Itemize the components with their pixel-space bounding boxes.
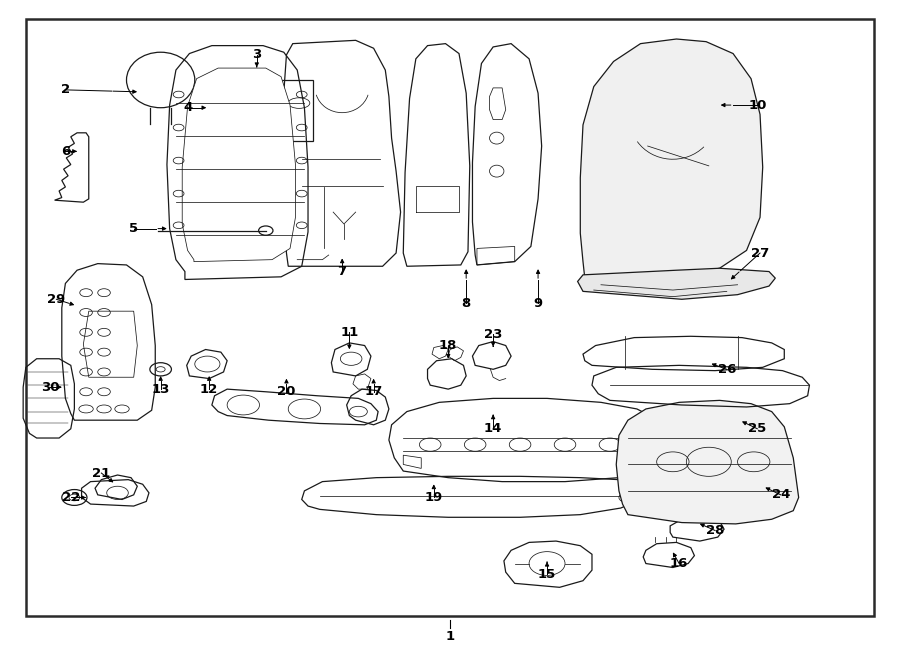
Text: 8: 8 [462,297,471,310]
Text: 23: 23 [484,328,502,341]
Text: 15: 15 [538,567,556,581]
Text: 13: 13 [151,383,170,396]
Text: 4: 4 [183,101,193,115]
Text: 1: 1 [446,630,454,643]
Text: 24: 24 [771,489,790,501]
Text: 11: 11 [340,326,358,339]
Text: 28: 28 [706,524,724,537]
Text: 27: 27 [751,246,770,260]
Polygon shape [182,68,295,261]
Text: 10: 10 [748,99,767,112]
Text: 7: 7 [338,265,346,278]
Text: 5: 5 [129,222,139,235]
Text: 14: 14 [484,422,502,436]
Text: 16: 16 [670,557,688,570]
Text: 9: 9 [534,297,543,310]
Text: 30: 30 [40,381,59,394]
Text: 3: 3 [252,48,261,62]
Text: 6: 6 [61,145,70,158]
Text: 26: 26 [717,363,736,376]
Polygon shape [580,39,762,278]
Text: 29: 29 [48,293,66,306]
Text: 20: 20 [277,385,295,399]
Polygon shape [578,268,775,299]
Text: 22: 22 [62,491,80,504]
Text: 12: 12 [200,383,219,396]
Text: 25: 25 [748,422,767,436]
Text: 19: 19 [425,491,443,504]
Text: 18: 18 [439,339,457,352]
Polygon shape [616,401,798,524]
Text: 17: 17 [364,385,382,399]
Text: 2: 2 [61,83,70,97]
Text: 21: 21 [92,467,111,479]
